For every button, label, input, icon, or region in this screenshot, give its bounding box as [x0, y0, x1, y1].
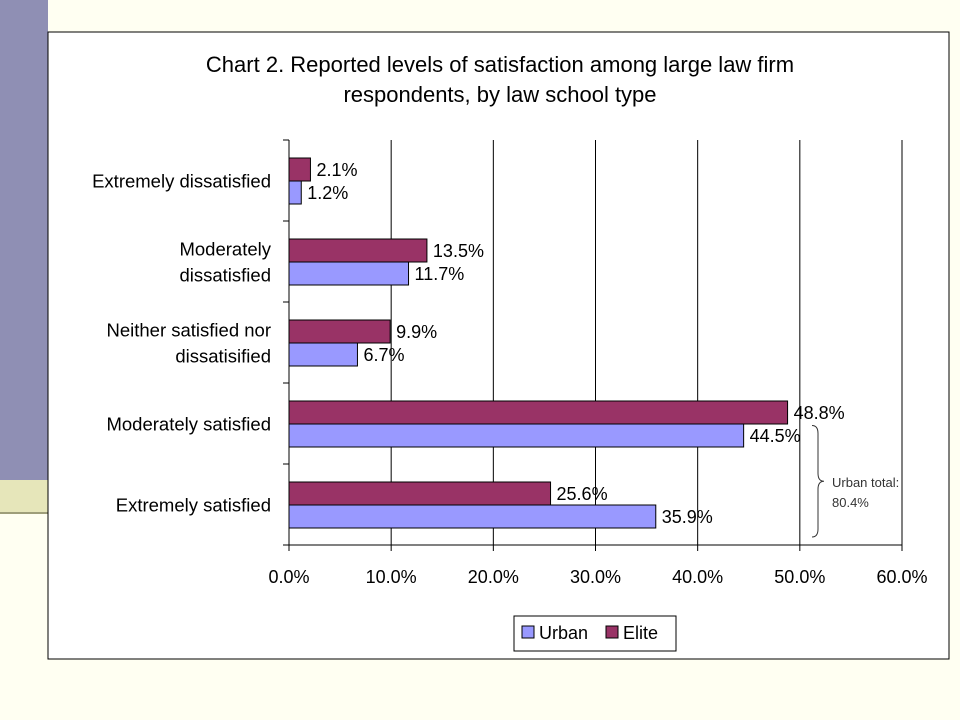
- bar-urban: [288, 423, 745, 448]
- data-label-urban: 6.7%: [363, 345, 404, 365]
- chart-title-line: respondents, by law school type: [343, 82, 656, 107]
- x-tick-label: 50.0%: [774, 567, 825, 587]
- chart-title-line: Chart 2. Reported levels of satisfaction…: [206, 52, 794, 77]
- legend-box: [513, 615, 677, 652]
- slide-accent-band: [0, 0, 48, 480]
- annotation-brace: [811, 425, 825, 538]
- annotation-text: Urban total:: [832, 475, 899, 490]
- bar-elite: [288, 319, 391, 344]
- annotation: Urban total: 80.4%: [811, 425, 899, 538]
- bar-urban: [288, 504, 657, 529]
- annotation-text: 80.4%: [832, 495, 869, 510]
- data-label-elite: 13.5%: [433, 241, 484, 261]
- bar-urban: [288, 180, 302, 205]
- category-label: Extremely satisfied: [116, 495, 271, 516]
- bar-urban: [288, 342, 358, 367]
- x-tick-label: 0.0%: [268, 567, 309, 587]
- axes: [283, 139, 903, 551]
- x-tick-label: 20.0%: [468, 567, 519, 587]
- legend: Urban Elite: [513, 615, 677, 652]
- data-label-urban: 35.9%: [662, 507, 713, 527]
- legend-label: Urban: [539, 623, 588, 643]
- x-tick-label: 30.0%: [570, 567, 621, 587]
- data-label-elite: 48.8%: [794, 403, 845, 423]
- legend-label: Elite: [623, 623, 658, 643]
- bar-elite: [288, 238, 428, 263]
- category-label: Neither satisfied nor: [106, 320, 271, 341]
- bars: [288, 157, 789, 529]
- data-label-urban: 44.5%: [750, 426, 801, 446]
- data-label-elite: 2.1%: [316, 160, 357, 180]
- data-label-elite: 9.9%: [396, 322, 437, 342]
- x-tick-label: 60.0%: [876, 567, 927, 587]
- category-label: Moderately: [179, 239, 271, 260]
- legend-swatch: [521, 625, 535, 639]
- category-label: Extremely dissatisfied: [92, 171, 271, 192]
- chart-frame: [47, 31, 950, 660]
- chart-title: Chart 2. Reported levels of satisfaction…: [206, 52, 794, 107]
- legend-swatch: [605, 625, 619, 639]
- data-label-urban: 11.7%: [415, 264, 465, 284]
- category-labels: Extremely dissatisfied Moderately dissatis…: [92, 171, 272, 516]
- bar-elite: [288, 400, 789, 425]
- x-tick-labels: 0.0% 10.0% 20.0% 30.0% 40.0% 50.0% 60.0%: [268, 567, 927, 587]
- data-label-elite: 25.6%: [557, 484, 608, 504]
- category-label: dissatisified: [175, 346, 271, 367]
- data-labels: 2.1% 1.2% 13.5% 11.7% 9.9% 6.7% 48.8% 44.5% 25.6…: [307, 160, 844, 527]
- bar-urban: [288, 261, 410, 286]
- bar-elite: [288, 481, 552, 506]
- x-tick-label: 40.0%: [672, 567, 723, 587]
- category-label: Moderately satisfied: [106, 414, 271, 435]
- slide-accent-tab: [0, 480, 48, 514]
- category-label: dissatisfied: [179, 265, 271, 286]
- data-label-urban: 1.2%: [307, 183, 348, 203]
- bar-elite: [288, 157, 311, 182]
- x-tick-label: 10.0%: [366, 567, 417, 587]
- gridlines: [390, 140, 903, 545]
